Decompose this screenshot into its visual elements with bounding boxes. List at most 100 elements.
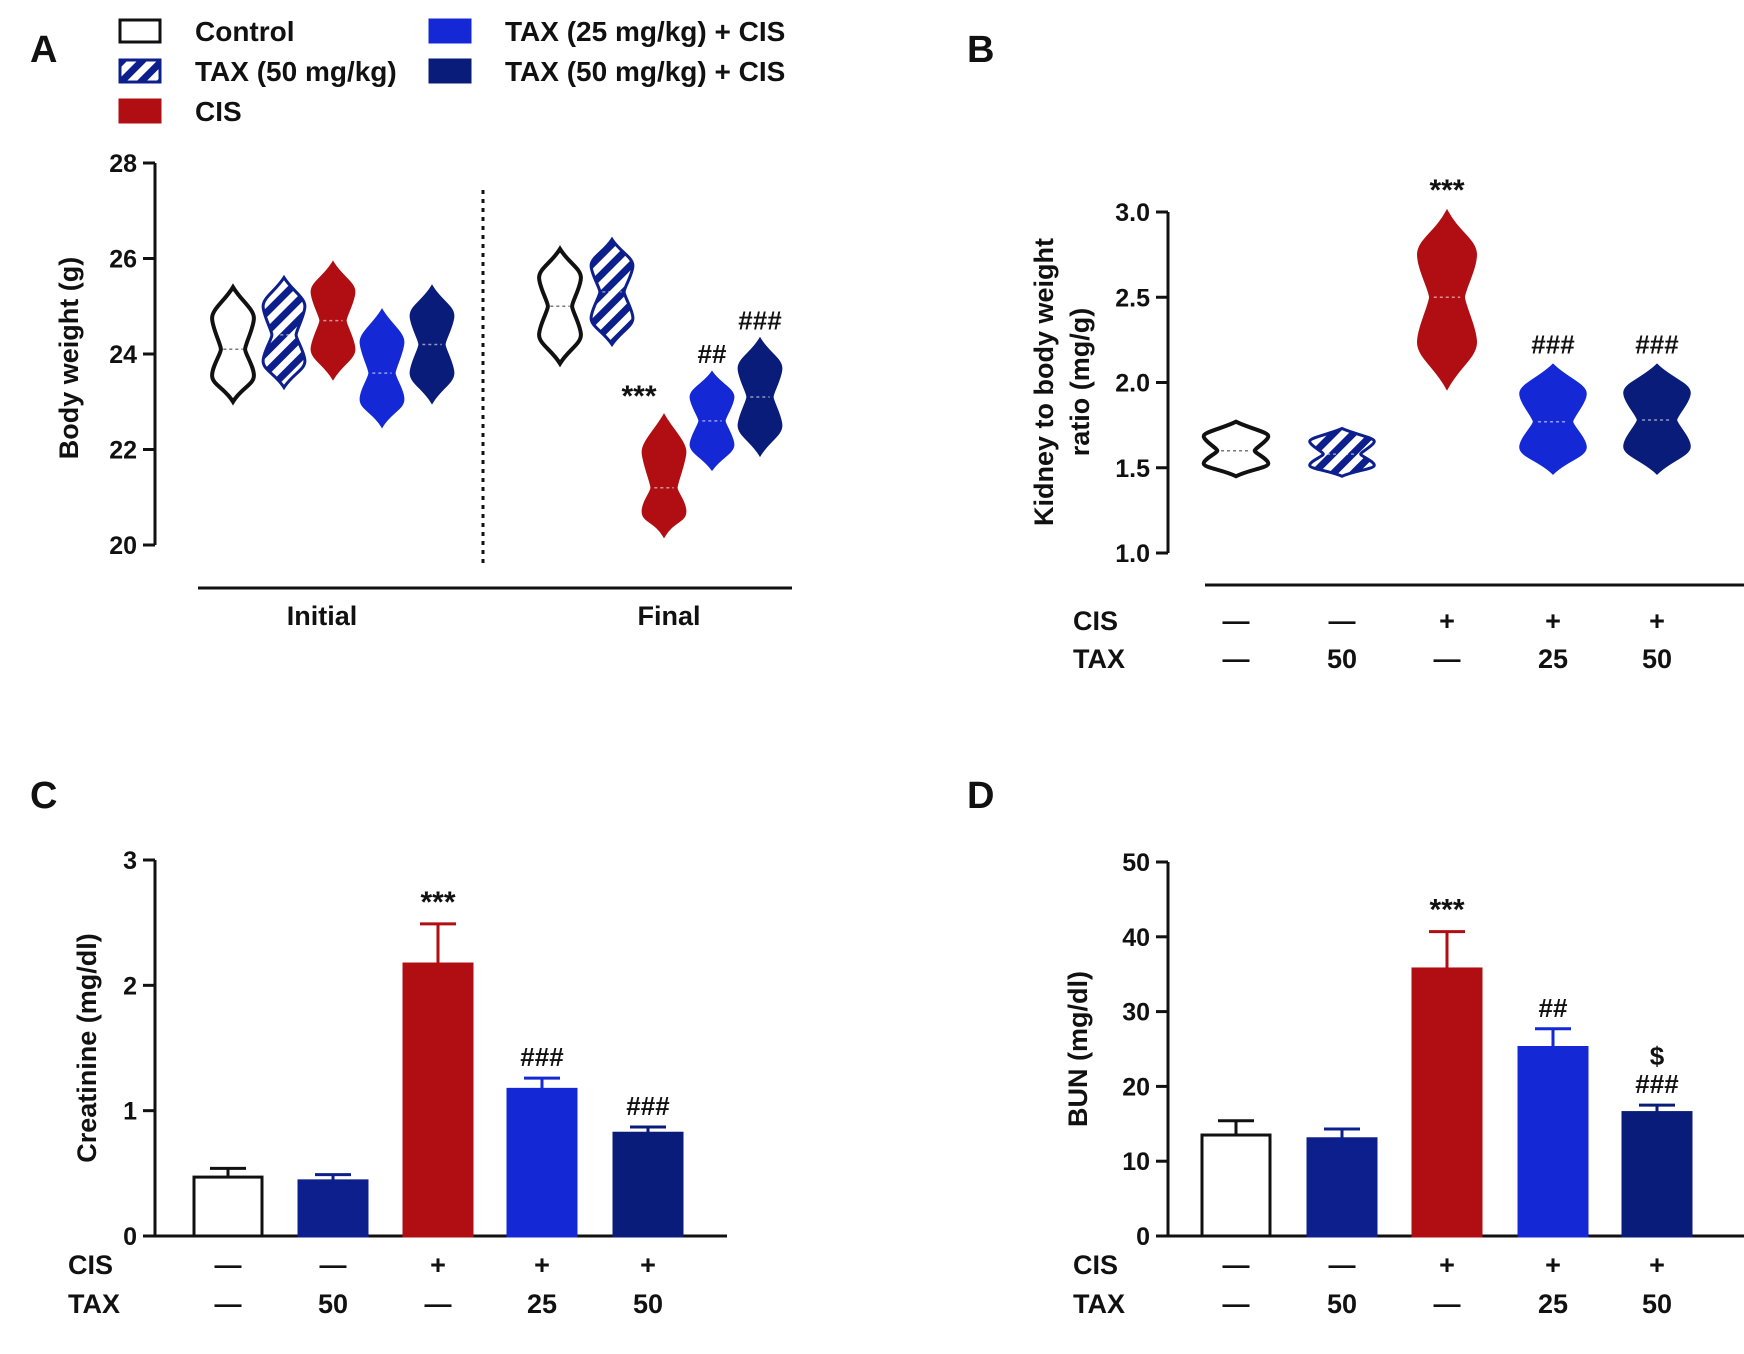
legend-swatch-tax50_cis xyxy=(428,58,472,84)
panel-a-y-label: Body weight (g) xyxy=(54,257,84,459)
2-y-tick-label: 0 xyxy=(123,1223,137,1251)
bar-control xyxy=(192,1175,264,1238)
panel-label-a: A xyxy=(30,29,57,71)
y-axis-label: Creatinine (mg/dl) xyxy=(72,933,102,1163)
3-y-tick-label: 50 xyxy=(1122,849,1150,877)
tax-row-label: TAX xyxy=(1073,644,1125,674)
sig-annotation-extra: $ xyxy=(1650,1041,1665,1071)
tax-row-value: 50 xyxy=(1642,1289,1672,1319)
0-y-tick-label: 22 xyxy=(109,437,137,465)
bar-tax50 xyxy=(1306,1137,1378,1238)
cis-row-value: + xyxy=(1439,606,1455,636)
cis-row-value: — xyxy=(1329,606,1356,636)
tax-row-value: — xyxy=(1223,644,1250,674)
violin-tax50_cis xyxy=(1623,363,1691,475)
bar-tax50 xyxy=(297,1179,369,1238)
violin-tax25_cis xyxy=(1519,363,1587,475)
cis-row-value: — xyxy=(1329,1250,1356,1280)
cis-row-label: CIS xyxy=(1073,606,1118,636)
violin-final-tax50_cis xyxy=(737,336,783,458)
violin-control xyxy=(1201,419,1271,479)
cis-row-value: — xyxy=(215,1250,242,1280)
1-y-tick-label: 1.5 xyxy=(1115,455,1150,483)
3-y-tick-label: 20 xyxy=(1122,1073,1150,1101)
cis-row-value: — xyxy=(1223,1250,1250,1280)
violin-final-cis xyxy=(641,413,687,539)
tax-row-value: 25 xyxy=(527,1289,557,1319)
sig-annotation: ### xyxy=(1635,329,1679,359)
legend-label-tax25_cis: TAX (25 mg/kg) + CIS xyxy=(505,16,785,47)
violin-initial-cis xyxy=(310,260,356,381)
bar-control xyxy=(1200,1133,1272,1238)
legend-swatch-tax50 xyxy=(118,58,162,84)
3-y-tick-label: 0 xyxy=(1136,1223,1150,1251)
cis-row-value: — xyxy=(320,1250,347,1280)
bar-cis xyxy=(1411,967,1483,1238)
panel-label-b: B xyxy=(967,29,994,71)
cis-row-value: + xyxy=(1649,606,1665,636)
legend-swatch-control xyxy=(118,18,162,44)
1-y-tick-label: 2.0 xyxy=(1115,370,1150,398)
cis-row-value: + xyxy=(640,1250,656,1280)
cis-row-value: — xyxy=(1223,606,1250,636)
tax-row-value: — xyxy=(1434,644,1461,674)
3-y-tick-label: 10 xyxy=(1122,1148,1150,1176)
panel-label-d: D xyxy=(967,775,994,817)
violin-initial-control xyxy=(210,283,256,406)
sig-annotation: *** xyxy=(1429,174,1464,207)
violin-tax50 xyxy=(1308,426,1376,478)
bar-tax50_cis xyxy=(612,1131,684,1238)
0-y-tick-label: 24 xyxy=(109,341,137,369)
cis-row-value: + xyxy=(1649,1250,1665,1280)
legend-label-tax50_cis: TAX (50 mg/kg) + CIS xyxy=(505,56,785,87)
tax-row-value: 50 xyxy=(633,1289,663,1319)
cis-row-label: CIS xyxy=(1073,1250,1118,1280)
tax-row-value: 50 xyxy=(1642,644,1672,674)
sig-annotation: ## xyxy=(698,339,727,369)
3-y-tick-label: 30 xyxy=(1122,999,1150,1027)
cis-row-value: + xyxy=(1545,1250,1561,1280)
tax-row-value: 25 xyxy=(1538,1289,1568,1319)
sig-annotation: *** xyxy=(420,886,455,919)
time-label-final: Final xyxy=(637,601,700,631)
cis-row-value: + xyxy=(534,1250,550,1280)
bar-tax25_cis xyxy=(506,1087,578,1238)
sig-annotation: ### xyxy=(738,306,782,336)
sig-annotation: ## xyxy=(1539,993,1568,1023)
legend-label-cis: CIS xyxy=(195,96,242,127)
sig-annotation: ### xyxy=(520,1042,564,1072)
cis-row-label: CIS xyxy=(68,1250,113,1280)
legend-label-tax50: TAX (50 mg/kg) xyxy=(195,56,397,87)
y-axis-label: BUN (mg/dl) xyxy=(1063,971,1093,1127)
1-y-tick-label: 1.0 xyxy=(1115,540,1150,568)
legend-swatch-tax25_cis xyxy=(428,18,472,44)
tax-row-value: 25 xyxy=(1538,644,1568,674)
3-y-tick-label: 40 xyxy=(1122,924,1150,952)
bar-tax25_cis xyxy=(1517,1046,1589,1238)
0-y-tick-label: 26 xyxy=(109,246,137,274)
violin-initial-tax25_cis xyxy=(359,308,405,429)
tax-row-value: 50 xyxy=(318,1289,348,1319)
bar-tax50_cis xyxy=(1621,1111,1693,1238)
time-label-initial: Initial xyxy=(287,601,358,631)
1-y-tick-label: 3.0 xyxy=(1115,199,1150,227)
2-y-tick-label: 3 xyxy=(123,847,137,875)
sig-annotation: ### xyxy=(1635,1069,1679,1099)
legend-label-control: Control xyxy=(195,16,295,47)
sig-annotation: *** xyxy=(621,380,656,413)
sig-annotation: *** xyxy=(1429,894,1464,927)
cis-row-value: + xyxy=(1545,606,1561,636)
violin-final-tax50 xyxy=(589,236,635,348)
bar-cis xyxy=(402,962,474,1238)
0-y-tick-label: 28 xyxy=(109,150,137,178)
panel-a: A Control TAX (50 mg/kg) CIS TAX (25 mg/kg) … xyxy=(30,16,792,631)
tax-row-label: TAX xyxy=(1073,1289,1125,1319)
violin-cis xyxy=(1416,208,1478,391)
violin-initial-tax50 xyxy=(261,274,307,391)
cis-row-value: + xyxy=(1439,1250,1455,1280)
tax-row-value: — xyxy=(425,1289,452,1319)
0-y-tick-label: 20 xyxy=(109,532,137,560)
panel-b: B 1.0 1.5 2.0 2.5 3.0 Kidney to body weight rat… xyxy=(967,29,1744,674)
